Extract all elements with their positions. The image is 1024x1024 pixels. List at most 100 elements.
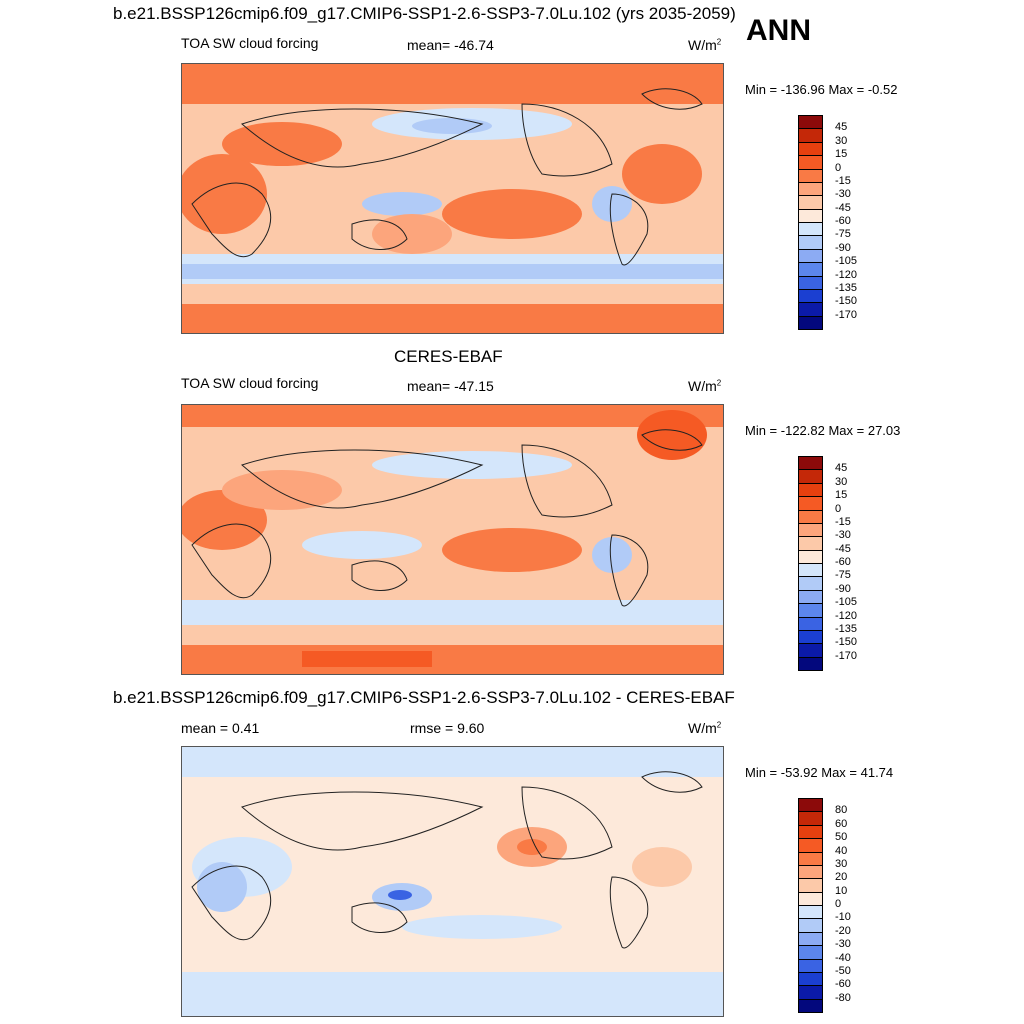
colorbar-tick-label: -150 bbox=[835, 636, 858, 649]
colorbar-swatch bbox=[798, 643, 823, 658]
colorbar-swatch bbox=[798, 798, 823, 813]
colorbar-tick-label: 50 bbox=[835, 831, 848, 844]
colorbar-tick-label: -30 bbox=[835, 188, 851, 201]
colorbar-swatch bbox=[798, 549, 823, 564]
panel3-map-svg bbox=[182, 747, 723, 1016]
colorbar-swatch bbox=[798, 998, 823, 1013]
colorbar-tick-label: -135 bbox=[835, 622, 858, 635]
colorbar-tick-label: -40 bbox=[835, 951, 851, 964]
colorbar-tick-label: 60 bbox=[835, 817, 848, 830]
colorbar-swatch bbox=[798, 315, 823, 330]
colorbar-tick-label: -90 bbox=[835, 582, 851, 595]
colorbar-swatch bbox=[798, 918, 823, 933]
colorbar-swatch bbox=[798, 262, 823, 277]
colorbar-tick-label: -30 bbox=[835, 529, 851, 542]
colorbar-swatch bbox=[798, 945, 823, 960]
colorbar-swatch bbox=[798, 851, 823, 866]
colorbar-swatch bbox=[798, 931, 823, 947]
colorbar-tick-label: -75 bbox=[835, 569, 851, 582]
colorbar-swatch bbox=[798, 958, 823, 973]
colorbar-tick-label: -60 bbox=[835, 215, 851, 227]
colorbar-swatch bbox=[798, 235, 823, 250]
colorbar-tick-label: 0 bbox=[835, 502, 842, 515]
colorbar-swatch bbox=[798, 971, 823, 987]
panel2-variable-label: TOA SW cloud forcing bbox=[181, 375, 319, 391]
colorbar-swatch bbox=[798, 522, 823, 538]
case-title: b.e21.BSSP126cmip6.f09_g17.CMIP6-SSP1-2.… bbox=[113, 4, 736, 23]
colorbar-tick-label: -30 bbox=[835, 938, 851, 951]
colorbar-swatch bbox=[798, 141, 823, 157]
colorbar-tick-label: -10 bbox=[835, 911, 851, 924]
colorbar-swatch bbox=[798, 603, 823, 618]
colorbar-swatch bbox=[798, 115, 823, 130]
panel3-mean-label: mean = 0.41 bbox=[181, 720, 260, 736]
colorbar-swatch bbox=[798, 629, 823, 645]
colorbar-swatch bbox=[798, 563, 823, 578]
panel3-map bbox=[181, 746, 724, 1017]
colorbar-swatch bbox=[798, 656, 823, 671]
colorbar-tick-label: -170 bbox=[835, 308, 858, 321]
panel1-map bbox=[181, 63, 724, 334]
colorbar-tick-label: 40 bbox=[835, 844, 848, 857]
colorbar-swatch bbox=[798, 168, 823, 183]
colorbar-tick-label: 15 bbox=[835, 489, 848, 502]
panel1-units: W/m2 bbox=[688, 37, 722, 53]
colorbar-tick-label: 0 bbox=[835, 161, 842, 174]
colorbar-tick-label: 45 bbox=[835, 462, 848, 475]
panel2-map-svg bbox=[182, 405, 723, 674]
panel2-units: W/m2 bbox=[688, 378, 722, 394]
colorbar-swatch bbox=[798, 824, 823, 840]
colorbar-tick-label: -170 bbox=[835, 649, 858, 662]
colorbar-swatch bbox=[798, 181, 823, 197]
colorbar-tick-label: 10 bbox=[835, 884, 848, 897]
colorbar-swatch bbox=[798, 248, 823, 264]
colorbar-swatch bbox=[798, 302, 823, 317]
colorbar-swatch bbox=[798, 469, 823, 484]
colorbar-swatch bbox=[798, 195, 823, 210]
colorbar-swatch bbox=[798, 811, 823, 826]
colorbar-swatch bbox=[798, 222, 823, 237]
colorbar-tick-label: 20 bbox=[835, 871, 848, 884]
colorbar-swatch bbox=[798, 985, 823, 1000]
panel1-min-max: Min = -136.96 Max = -0.52 bbox=[745, 82, 898, 97]
colorbar-swatch bbox=[798, 155, 823, 170]
colorbar-tick-label: -120 bbox=[835, 268, 858, 281]
colorbar-tick-label: -135 bbox=[835, 281, 858, 294]
colorbar-tick-label: -50 bbox=[835, 964, 851, 977]
colorbar-tick-label: -80 bbox=[835, 991, 851, 1004]
panel2-title: CERES-EBAF bbox=[394, 347, 503, 366]
colorbar-tick-label: -45 bbox=[835, 542, 851, 555]
colorbar-swatch bbox=[798, 496, 823, 511]
colorbar-tick-label: 80 bbox=[835, 804, 848, 817]
colorbar-tick-label: -150 bbox=[835, 295, 858, 308]
colorbar-swatch bbox=[798, 864, 823, 880]
colorbar-tick-label: -105 bbox=[835, 596, 858, 609]
panel3-colorbar: 80 60 50 40 30 20 10 0 -10 -20 -30 -40 -50 -60 -80 bbox=[798, 798, 851, 1013]
colorbar-swatch bbox=[798, 128, 823, 143]
colorbar-swatch bbox=[798, 891, 823, 906]
colorbar-tick-label: -60 bbox=[835, 978, 851, 991]
colorbar-tick-label: 30 bbox=[835, 475, 848, 488]
colorbar-swatch bbox=[798, 482, 823, 498]
colorbar-swatch bbox=[798, 456, 823, 471]
colorbar-swatch bbox=[798, 905, 823, 920]
panel2-min-max: Min = -122.82 Max = 27.03 bbox=[745, 423, 901, 438]
panel2-colorbar: 45 30 15 0 -15 -30 -45 -60 -75 -90 -105 -120 -135 -15… bbox=[798, 456, 857, 671]
colorbar-swatch bbox=[798, 838, 823, 853]
season-label: ANN bbox=[746, 14, 811, 47]
colorbar-tick-label: 30 bbox=[835, 134, 848, 147]
colorbar-tick-label: -45 bbox=[835, 201, 851, 214]
colorbar-tick-label: -120 bbox=[835, 609, 858, 622]
colorbar-tick-label: 45 bbox=[835, 121, 848, 134]
colorbar-tick-label: -20 bbox=[835, 924, 851, 937]
colorbar-swatch bbox=[798, 208, 823, 223]
colorbar-tick-label: -75 bbox=[835, 228, 851, 241]
colorbar-swatch bbox=[798, 616, 823, 631]
colorbar-swatch bbox=[798, 509, 823, 524]
colorbar-tick-label: -15 bbox=[835, 515, 851, 528]
colorbar-tick-label: 0 bbox=[835, 898, 842, 910]
colorbar-tick-label: -105 bbox=[835, 255, 858, 268]
panel2-map bbox=[181, 404, 724, 675]
panel3-title: b.e21.BSSP126cmip6.f09_g17.CMIP6-SSP1-2.… bbox=[113, 688, 735, 707]
colorbar-tick-label: -90 bbox=[835, 241, 851, 254]
